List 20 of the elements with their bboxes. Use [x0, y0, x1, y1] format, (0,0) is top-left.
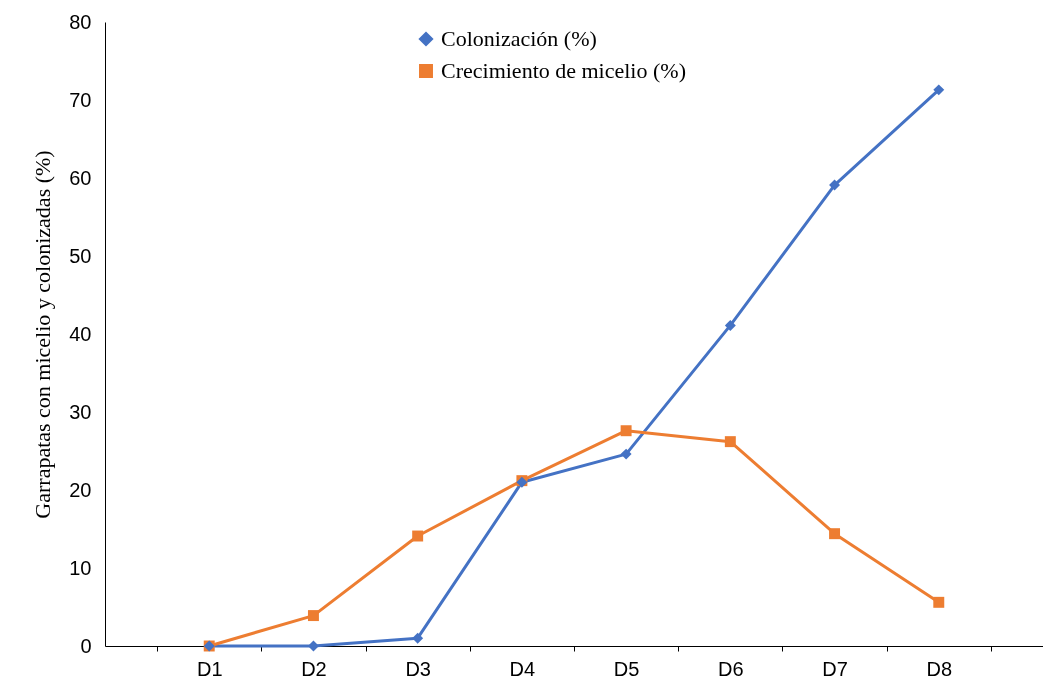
- x-tick-label: D7: [822, 657, 848, 680]
- legend-label: Crecimiento de micelio (%): [441, 58, 686, 83]
- x-tick-label: D4: [509, 657, 536, 680]
- x-tick-label: D8: [926, 657, 953, 680]
- y-tick-label: 0: [80, 634, 92, 657]
- x-tick-label: D6: [718, 657, 744, 680]
- y-tick-label: 30: [69, 400, 92, 423]
- y-axis-title: Garrapatas con micelio y colonizadas (%): [30, 150, 56, 519]
- y-tick-label: 50: [69, 244, 92, 267]
- y-tick-label: 60: [69, 166, 92, 189]
- x-tick-label: D3: [405, 657, 431, 680]
- x-tick-label: D2: [301, 657, 327, 680]
- y-tick-label: 10: [69, 556, 92, 579]
- y-tick-label: 20: [69, 478, 92, 501]
- y-tick-label: 40: [69, 322, 92, 345]
- y-tick-label: 70: [69, 88, 92, 111]
- x-tick-label: D1: [196, 657, 223, 680]
- x-tick-label: D5: [613, 657, 640, 680]
- y-tick-label: 80: [69, 10, 92, 33]
- legend-label: Colonización (%): [441, 26, 597, 51]
